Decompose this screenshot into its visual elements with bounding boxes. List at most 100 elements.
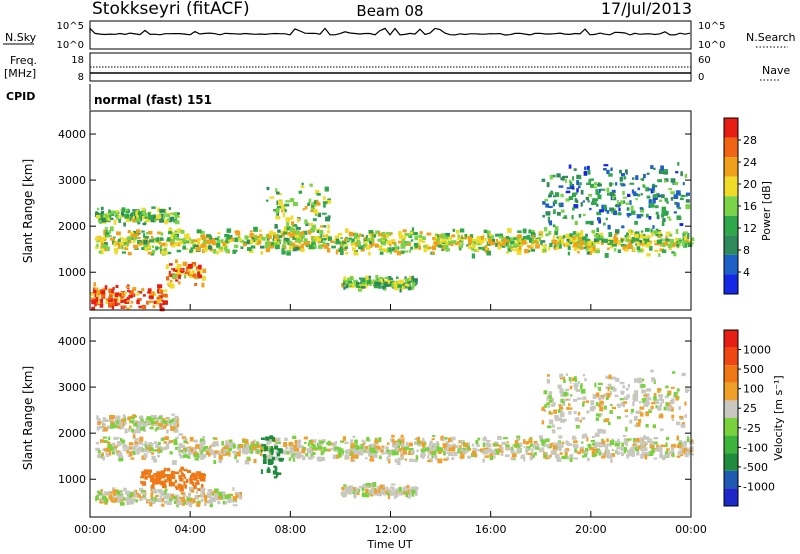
echo-cell: [482, 449, 485, 455]
echo-cell: [228, 452, 231, 457]
echo-cell: [493, 452, 497, 456]
echo-cell: [95, 297, 99, 302]
echo-cell: [658, 253, 661, 257]
echo-cell: [417, 247, 421, 250]
echo-cell: [100, 488, 103, 493]
echo-cell: [522, 228, 527, 234]
echo-cell: [128, 428, 131, 432]
echo-cell: [344, 238, 347, 241]
echo-cell: [422, 437, 425, 441]
echo-cell: [104, 491, 108, 495]
echo-cell: [147, 288, 152, 293]
echo-cell: [369, 489, 373, 494]
echo-cell: [468, 239, 472, 245]
echo-cell: [547, 425, 552, 429]
echo-cell: [568, 196, 574, 201]
echo-cell: [665, 385, 669, 389]
echo-cell: [186, 441, 189, 444]
echo-cell: [311, 224, 317, 229]
echo-cell: [344, 488, 349, 494]
echo-cell: [590, 183, 594, 188]
echo-cell: [176, 471, 180, 475]
echo-cell: [594, 201, 597, 205]
echo-cell: [312, 445, 316, 450]
power-ytick-label: 3000: [58, 174, 86, 187]
echo-cell: [289, 450, 294, 455]
velocity-colorbar-label: -1000: [743, 480, 775, 493]
echo-cell: [196, 502, 201, 507]
echo-cell: [599, 396, 604, 400]
echo-cell: [658, 169, 664, 174]
echo-cell: [655, 400, 659, 405]
echo-cell: [274, 234, 279, 239]
echo-cell: [167, 282, 172, 286]
echo-cell: [568, 179, 571, 183]
echo-cell: [482, 234, 485, 237]
echo-cell: [98, 250, 102, 254]
echo-cell: [347, 277, 350, 281]
echo-cell: [309, 223, 314, 226]
echo-cell: [161, 419, 164, 425]
echo-cell: [664, 238, 670, 243]
echo-cell: [121, 294, 126, 297]
echo-cell: [120, 211, 125, 217]
echo-cell: [231, 500, 236, 503]
echo-cell: [356, 281, 360, 286]
echo-cell: [340, 250, 344, 255]
echo-cell: [204, 503, 207, 507]
echo-cell: [687, 233, 690, 237]
echo-cell: [400, 250, 405, 254]
echo-cell: [534, 452, 537, 456]
echo-cell: [446, 452, 451, 455]
echo-cell: [135, 441, 139, 445]
echo-cell: [685, 450, 690, 455]
echo-cell: [132, 218, 137, 223]
echo-cell: [660, 194, 665, 199]
echo-cell: [343, 276, 347, 281]
echo-cell: [242, 438, 246, 443]
echo-cell: [507, 247, 512, 252]
echo-cell: [160, 470, 166, 475]
echo-cell: [175, 259, 178, 264]
echo-cell: [487, 234, 490, 239]
echo-cell: [588, 247, 593, 252]
echo-cell: [656, 214, 660, 220]
echo-cell: [112, 300, 115, 306]
echo-cell: [610, 167, 613, 171]
echo-cell: [541, 408, 546, 411]
echo-cell: [443, 451, 446, 456]
echo-cell: [574, 233, 580, 237]
echo-cell: [544, 198, 548, 202]
echo-cell: [141, 288, 145, 292]
echo-cell: [122, 444, 127, 449]
echo-cell: [353, 283, 359, 287]
echo-cell: [379, 278, 383, 284]
echo-cell: [211, 443, 214, 446]
echo-cell: [292, 236, 297, 240]
echo-cell: [361, 286, 366, 289]
echo-cell: [119, 500, 122, 503]
echo-cell: [479, 236, 484, 240]
echo-cell: [166, 429, 169, 434]
echo-cell: [559, 452, 563, 455]
echo-cell: [346, 238, 351, 241]
echo-cell: [407, 452, 411, 455]
echo-cell: [404, 458, 407, 461]
echo-cell: [625, 248, 628, 252]
echo-cell: [250, 448, 254, 454]
echo-cell: [645, 436, 650, 440]
echo-cell: [101, 217, 106, 223]
nsky-label: N.Sky: [5, 31, 37, 44]
echo-cell: [605, 392, 611, 398]
echo-cell: [648, 188, 654, 191]
echo-cell: [414, 490, 418, 495]
echo-cell: [348, 449, 353, 452]
echo-cell: [557, 409, 561, 413]
echo-cell: [681, 242, 685, 246]
echo-cell: [541, 440, 546, 444]
echo-cell: [461, 238, 464, 242]
echo-cell: [194, 474, 198, 479]
power-colorbar-segment: [724, 137, 738, 158]
echo-cell: [647, 439, 650, 444]
echo-cell: [458, 245, 464, 248]
